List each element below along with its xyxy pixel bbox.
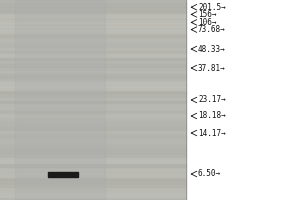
Bar xyxy=(0,107,186,110)
Bar xyxy=(0,20,186,23)
Bar xyxy=(0,13,186,17)
Bar xyxy=(0,140,186,143)
Text: 23.17→: 23.17→ xyxy=(198,96,226,104)
Bar xyxy=(0,17,186,20)
Bar xyxy=(0,183,186,187)
Bar xyxy=(0,137,186,140)
Bar xyxy=(0,50,186,53)
Bar xyxy=(0,0,186,200)
Bar xyxy=(0,130,186,133)
Bar xyxy=(0,0,186,3)
Text: 106→: 106→ xyxy=(198,18,217,27)
Text: 201.5→: 201.5→ xyxy=(198,3,226,12)
Bar xyxy=(0,100,186,103)
Bar xyxy=(0,150,186,153)
Bar xyxy=(0,83,186,87)
Text: 156→: 156→ xyxy=(198,10,217,19)
Bar xyxy=(0,27,186,30)
Bar xyxy=(0,23,186,27)
Bar xyxy=(0,97,186,100)
Bar xyxy=(48,171,78,176)
Bar xyxy=(0,160,186,163)
Bar xyxy=(0,57,186,60)
Bar xyxy=(0,110,186,113)
Bar xyxy=(0,180,186,183)
Bar xyxy=(0,197,186,200)
Bar xyxy=(0,67,186,70)
Bar xyxy=(0,40,186,43)
Bar xyxy=(0,120,186,123)
Bar xyxy=(0,177,186,180)
Bar xyxy=(0,90,186,93)
Bar xyxy=(0,167,186,170)
Bar xyxy=(15,0,105,200)
Text: 6.50→: 6.50→ xyxy=(198,170,221,178)
Bar xyxy=(0,103,186,107)
Bar xyxy=(0,127,186,130)
Bar xyxy=(0,63,186,67)
Bar xyxy=(0,163,186,167)
Bar xyxy=(0,3,186,7)
Bar xyxy=(0,153,186,157)
Bar xyxy=(0,170,186,173)
Bar xyxy=(0,143,186,147)
Bar xyxy=(0,70,186,73)
Text: 73.68→: 73.68→ xyxy=(198,25,226,34)
Bar xyxy=(0,80,186,83)
Bar xyxy=(0,47,186,50)
Bar xyxy=(0,60,186,63)
Bar xyxy=(0,190,186,193)
Bar xyxy=(0,33,186,37)
Bar xyxy=(0,73,186,77)
Bar xyxy=(0,10,186,13)
Bar xyxy=(0,37,186,40)
Bar xyxy=(0,53,186,57)
Text: 37.81→: 37.81→ xyxy=(198,64,226,73)
Bar xyxy=(0,93,186,97)
Bar xyxy=(0,173,186,177)
Bar xyxy=(0,87,186,90)
Bar xyxy=(0,133,186,137)
Bar xyxy=(0,187,186,190)
Bar xyxy=(0,147,186,150)
Text: 14.17→: 14.17→ xyxy=(198,129,226,138)
Bar xyxy=(0,7,186,10)
Bar xyxy=(0,193,186,197)
Bar xyxy=(0,113,186,117)
Bar xyxy=(0,30,186,33)
Bar xyxy=(0,43,186,47)
Text: 18.18→: 18.18→ xyxy=(198,111,226,120)
Bar xyxy=(0,117,186,120)
Bar xyxy=(0,157,186,160)
Text: 48.33→: 48.33→ xyxy=(198,45,226,53)
Bar xyxy=(0,77,186,80)
Bar xyxy=(0,123,186,127)
